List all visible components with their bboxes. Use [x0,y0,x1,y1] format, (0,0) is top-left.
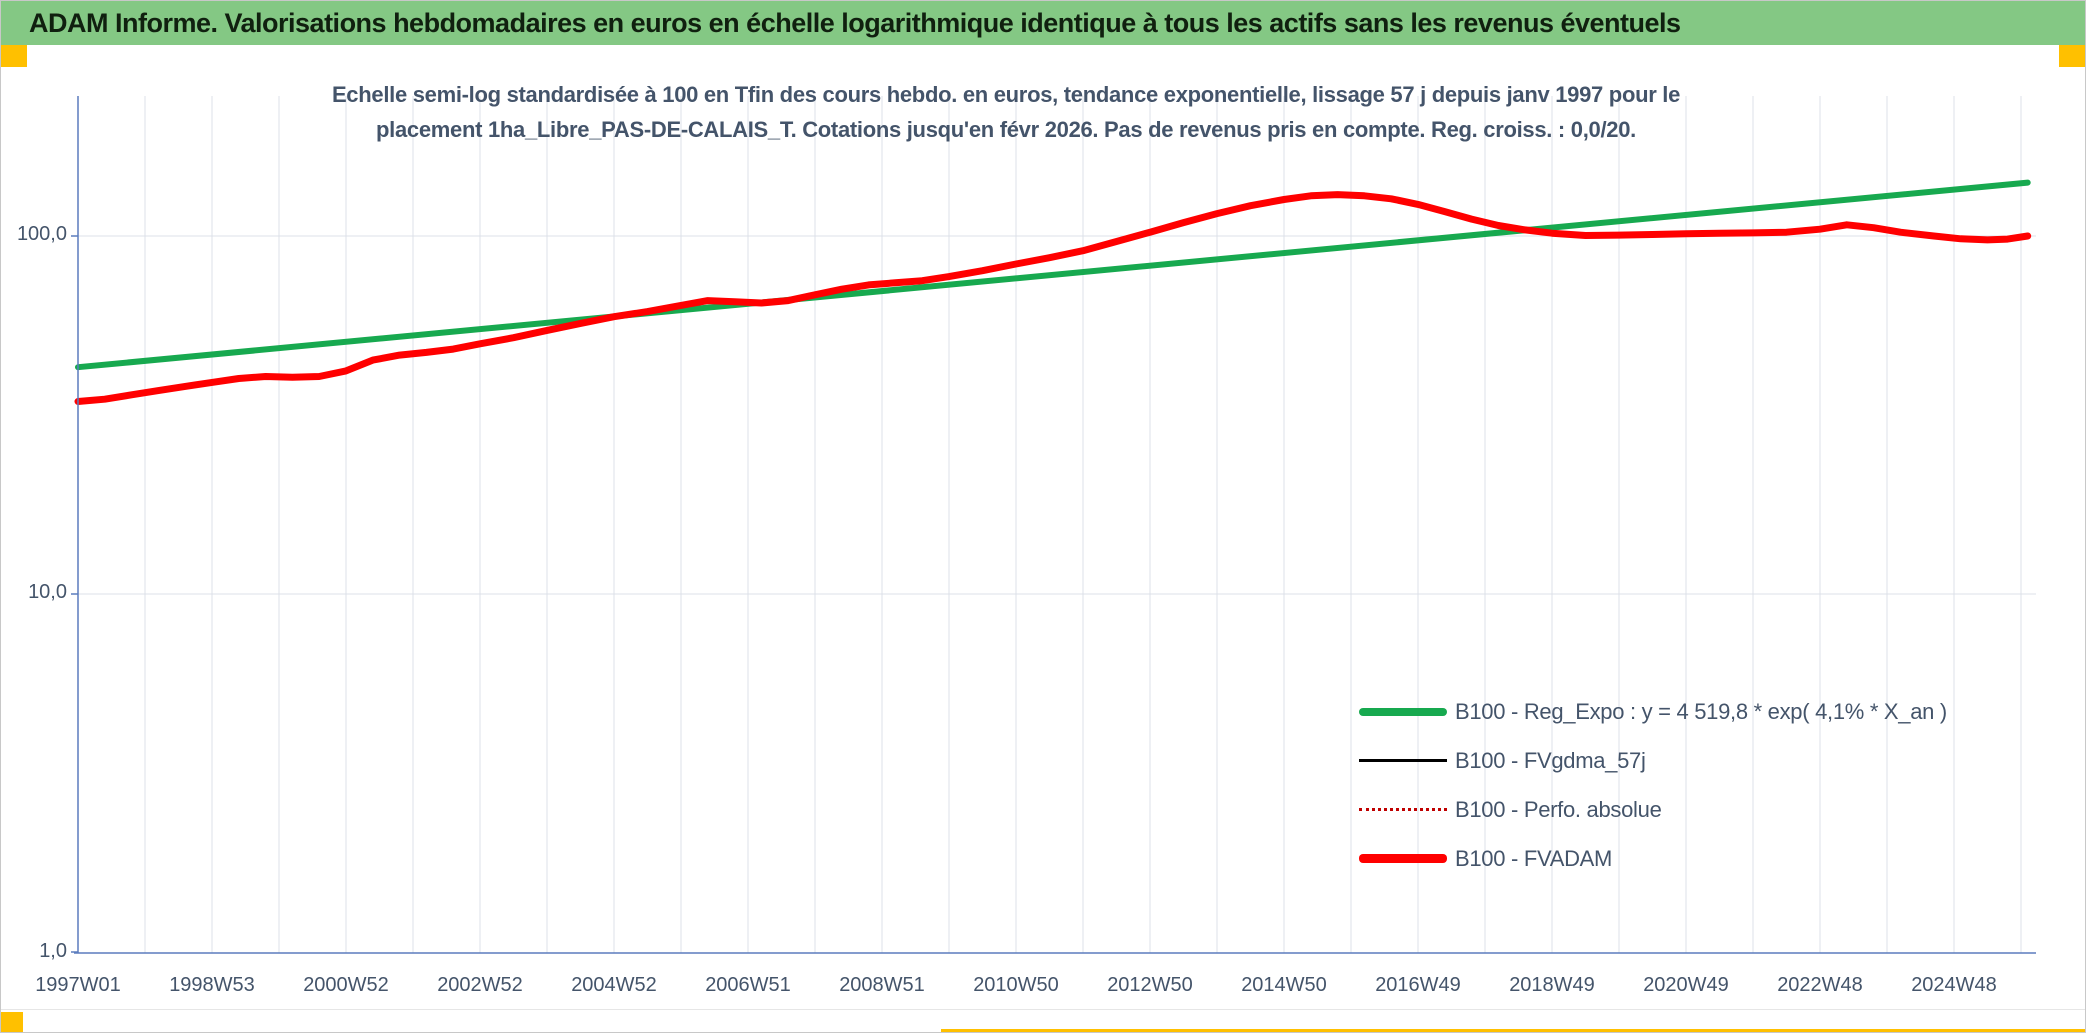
x-axis-label: 2004W52 [571,974,657,996]
x-axis-label: 2002W52 [437,974,523,996]
legend-label: B100 - Reg_Expo : y = 4 519,8 * exp( 4,1… [1455,698,1947,724]
accent-square-top-left [1,45,27,67]
legend-item-fvgdma: B100 - FVgdma_57j [1359,736,1947,785]
chart-subtitle-line2: placement 1ha_Libre_PAS-DE-CALAIS_T. Cot… [376,117,1636,142]
x-axis-label: 1998W53 [169,974,255,996]
legend-label: B100 - FVgdma_57j [1455,747,1646,773]
legend-label: B100 - FVADAM [1455,845,1613,871]
x-axis-label: 2022W48 [1777,974,1863,996]
x-axis-label: 1997W01 [35,974,121,996]
accent-square-bottom-left [1,1012,23,1032]
x-axis-label: 2010W50 [973,974,1059,996]
chart-legend: B100 - Reg_Expo : y = 4 519,8 * exp( 4,1… [1359,687,1947,883]
accent-square-top-right [2059,45,2085,67]
x-axis-label: 2000W52 [303,974,389,996]
x-axis-label: 2020W49 [1643,974,1729,996]
x-axis-label: 2018W49 [1509,974,1595,996]
x-axis-label: 2008W51 [839,974,925,996]
accent-bar-bottom-right [941,1029,2085,1032]
title-banner: ADAM Informe. Valorisations hebdomadaire… [1,1,2085,45]
perfo-absolue-line-swatch-icon [1359,808,1447,811]
fvadam-line-swatch-icon [1359,854,1447,863]
fvgdma-line-swatch-icon [1359,759,1447,762]
legend-item-fvadam: B100 - FVADAM [1359,834,1947,883]
bottom-divider-line [1,1009,2085,1010]
x-axis-label: 2024W48 [1911,974,1997,996]
x-axis-label: 2012W50 [1107,974,1193,996]
chart-subtitle: Echelle semi-log standardisée à 100 en T… [201,77,1811,147]
series-b100-reg-expo [75,179,2031,371]
chart-subtitle-line1: Echelle semi-log standardisée à 100 en T… [331,82,1681,107]
reg-expo-line-swatch-icon [1359,707,1447,716]
legend-label: B100 - Perfo. absolue [1455,796,1662,822]
y-axis-label-1: 1,0 [39,940,67,962]
y-axis-label-10: 10,0 [28,581,67,603]
x-axis-label: 2016W49 [1375,974,1461,996]
series-b100-fvadam [74,191,2032,405]
banner-title: ADAM Informe. Valorisations hebdomadaire… [29,7,1681,38]
x-axis-label: 2014W50 [1241,974,1327,996]
legend-item-reg-expo: B100 - Reg_Expo : y = 4 519,8 * exp( 4,1… [1359,687,1947,736]
legend-item-perfo-absolue: B100 - Perfo. absolue [1359,785,1947,834]
x-axis-label: 2006W51 [705,974,791,996]
y-axis-label-100: 100,0 [16,223,67,245]
